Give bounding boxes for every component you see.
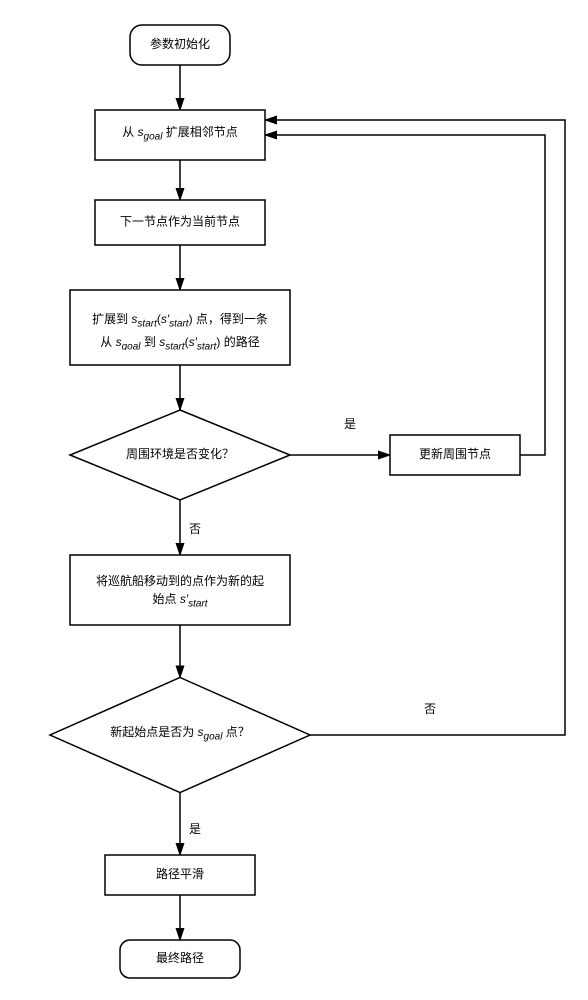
edge-label: 否 (424, 702, 436, 716)
node-label: 参数初始化 (150, 36, 210, 51)
node-n1: 参数初始化 (130, 25, 230, 65)
node-label: 下一节点作为当前节点 (120, 214, 240, 229)
node-label: 更新周围节点 (419, 446, 491, 461)
node-label: 周围环境是否变化？ (126, 446, 234, 461)
edge-label: 否 (189, 522, 201, 536)
edge (265, 120, 565, 735)
node-n5: 更新周围节点 (390, 435, 520, 475)
node-d2: 新起始点是否为 sgoal 点？ (50, 678, 310, 793)
edge-label: 是 (344, 417, 356, 431)
node-d1: 周围环境是否变化？ (70, 410, 290, 500)
edge (265, 135, 545, 455)
node-n3: 下一节点作为当前节点 (95, 200, 265, 245)
node-n6: 将巡航船移动到的点作为新的起始点 s′start (70, 555, 290, 625)
node-label: 路径平滑 (156, 866, 204, 881)
node-n2: 从 sgoal 扩展相邻节点 (95, 110, 265, 160)
node-n4: 扩展到 sstart(s′start) 点，得到一条从 sgoal 到 ssta… (70, 290, 290, 365)
edge-label: 是 (189, 822, 201, 836)
node-n7: 路径平滑 (105, 855, 255, 895)
node-label: 最终路径 (156, 950, 204, 965)
node-n8: 最终路径 (120, 940, 240, 978)
